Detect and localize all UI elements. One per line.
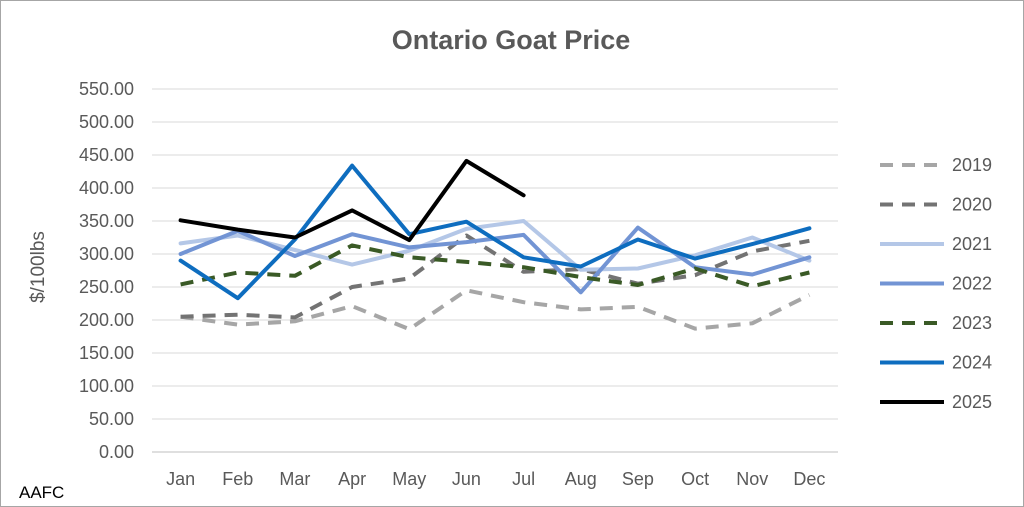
y-tick-label: 50.00 [89, 409, 134, 429]
chart-title: Ontario Goat Price [392, 25, 631, 55]
legend-label-2024: 2024 [952, 353, 992, 373]
legend-label-2020: 2020 [952, 195, 992, 215]
x-tick-label: Dec [793, 469, 825, 489]
x-tick-label: Jun [452, 469, 481, 489]
y-axis-title: $/100lbs [28, 231, 49, 303]
y-tick-label: 450.00 [79, 145, 134, 165]
legend-label-2022: 2022 [952, 274, 992, 294]
legend-label-2021: 2021 [952, 234, 992, 254]
x-tick-label: Feb [222, 469, 253, 489]
y-tick-label: 200.00 [79, 310, 134, 330]
x-tick-label: Sep [622, 469, 654, 489]
gridlines [152, 88, 838, 453]
x-axis-ticks: Jan Feb Mar Apr May Jun Jul Aug Sep Oct Nov Dec [166, 469, 825, 489]
series-line-2023 [180, 243, 810, 289]
x-tick-label: Nov [736, 469, 768, 489]
x-tick-label: May [392, 469, 426, 489]
legend: 2019 2020 2021 2022 2023 2024 2025 [880, 155, 992, 412]
legend-label-2025: 2025 [952, 392, 992, 412]
series-line-2025 [178, 158, 526, 243]
y-tick-label: 550.00 [79, 79, 134, 99]
series-line-2024 [178, 163, 812, 301]
y-tick-label: 150.00 [79, 343, 134, 363]
series-line-2019 [180, 288, 811, 332]
legend-label-2023: 2023 [952, 313, 992, 333]
source-label: AAFC [19, 483, 64, 502]
x-tick-label: Apr [338, 469, 366, 489]
x-tick-label: Jan [166, 469, 195, 489]
y-tick-label: 100.00 [79, 376, 134, 396]
series-lines [178, 158, 812, 332]
y-tick-label: 500.00 [79, 112, 134, 132]
y-axis-ticks: 0.00 50.00 100.00 150.00 200.00 250.00 300.00 3… [79, 79, 134, 462]
y-tick-label: 350.00 [79, 211, 134, 231]
x-tick-label: Aug [565, 469, 597, 489]
y-tick-label: 300.00 [79, 244, 134, 264]
y-tick-label: 400.00 [79, 178, 134, 198]
x-tick-label: Jul [512, 469, 535, 489]
y-tick-label: 0.00 [99, 442, 134, 462]
x-tick-label: Mar [279, 469, 310, 489]
y-tick-label: 250.00 [79, 277, 134, 297]
legend-label-2019: 2019 [952, 155, 992, 175]
x-tick-label: Oct [681, 469, 709, 489]
